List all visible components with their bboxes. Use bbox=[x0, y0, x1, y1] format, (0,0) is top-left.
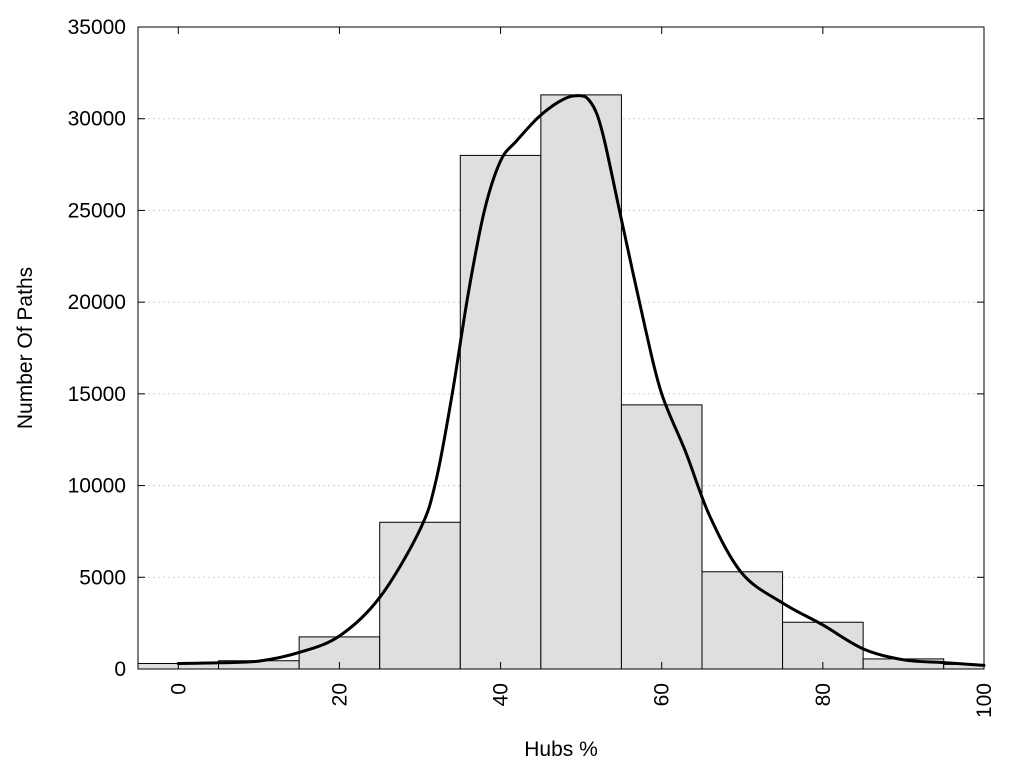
y-axis-label: Number Of Paths bbox=[14, 267, 37, 429]
y-tick-label: 0 bbox=[114, 658, 126, 681]
x-tick-label: 60 bbox=[651, 683, 674, 706]
y-tick-label: 30000 bbox=[68, 108, 126, 131]
x-tick-label: 0 bbox=[167, 683, 190, 695]
y-tick-label: 10000 bbox=[68, 475, 126, 498]
density-curve bbox=[176, 94, 986, 667]
histogram-bar bbox=[459, 154, 542, 670]
plot-frame bbox=[137, 26, 985, 670]
histogram-bar bbox=[540, 94, 622, 670]
x-tick-label: 20 bbox=[328, 683, 351, 706]
y-tick-label: 35000 bbox=[68, 16, 126, 39]
axis-layer: 0 5000 10000 15000 20000 25000 30000 35000 0 20 40… bbox=[68, 16, 996, 718]
grid-layer bbox=[138, 118, 984, 578]
y-tick-label: 20000 bbox=[68, 291, 126, 314]
histogram-bar bbox=[782, 621, 864, 670]
histogram-bar bbox=[620, 404, 703, 670]
x-axis-label: Hubs % bbox=[524, 738, 598, 761]
y-tick-label: 5000 bbox=[79, 566, 126, 589]
x-tick-label: 40 bbox=[490, 683, 513, 706]
x-tick-label: 100 bbox=[973, 683, 996, 718]
bar-layer bbox=[137, 94, 985, 670]
histogram-bar bbox=[379, 521, 461, 670]
y-tick-label: 25000 bbox=[68, 199, 126, 222]
curve-layer bbox=[176, 94, 986, 667]
x-tick-label: 80 bbox=[812, 683, 835, 706]
histogram-bar bbox=[701, 571, 784, 670]
y-tick-label: 15000 bbox=[68, 383, 126, 406]
